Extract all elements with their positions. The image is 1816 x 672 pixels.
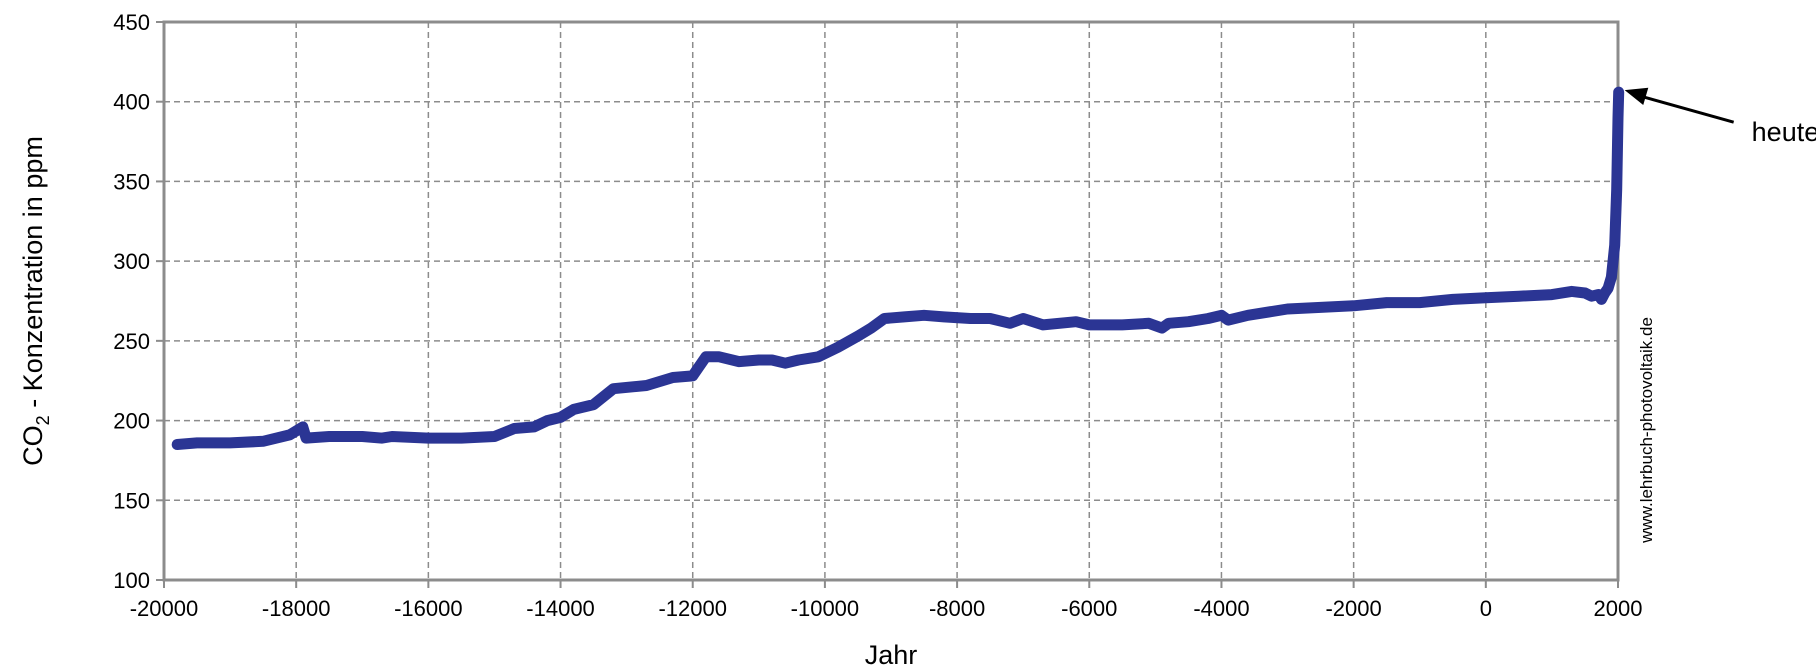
y-tick-label: 350 — [113, 169, 150, 194]
x-tick-label: -6000 — [1061, 596, 1117, 621]
y-tick-label: 300 — [113, 249, 150, 274]
x-axis-title: Jahr — [865, 640, 918, 670]
y-tick-label: 450 — [113, 10, 150, 35]
y-axis-title: CO2 - Konzentration in ppm — [18, 136, 53, 466]
x-tick-label: 0 — [1480, 596, 1492, 621]
x-tick-label: -12000 — [658, 596, 727, 621]
x-tick-label: -10000 — [791, 596, 860, 621]
x-tick-labels: -20000 -18000 -16000 -14000 -12000 -10000 -800… — [130, 580, 1643, 621]
x-tick-label: -2000 — [1325, 596, 1381, 621]
y-tick-label: 250 — [113, 329, 150, 354]
y-axis-title-rest: - Konzentration in ppm — [18, 136, 48, 415]
x-tick-label: -20000 — [130, 596, 199, 621]
y-tick-label: 200 — [113, 409, 150, 434]
annotation-arrowhead — [1624, 87, 1649, 105]
x-tick-label: -14000 — [526, 596, 595, 621]
y-axis-title-co: CO — [18, 425, 48, 466]
source-watermark: www.lehrbuch-photovoltaik.de — [1637, 317, 1656, 544]
x-tick-label: -18000 — [262, 596, 331, 621]
y-tick-labels: 100 150 200 250 300 350 400 450 — [113, 10, 164, 593]
x-tick-label: -8000 — [929, 596, 985, 621]
x-tick-label: -4000 — [1193, 596, 1249, 621]
annotation-heute: heute — [1752, 117, 1816, 147]
y-axis-title-subscript: 2 — [33, 415, 53, 425]
co2-series-line — [171, 86, 1625, 450]
y-tick-label: 400 — [113, 90, 150, 115]
x-tick-label: 2000 — [1594, 596, 1643, 621]
plot-area-frame — [162, 20, 1620, 582]
x-tick-label: -16000 — [394, 596, 463, 621]
y-tick-label: 100 — [113, 568, 150, 593]
y-tick-label: 150 — [113, 488, 150, 513]
annotation-arrow — [1640, 94, 1735, 124]
